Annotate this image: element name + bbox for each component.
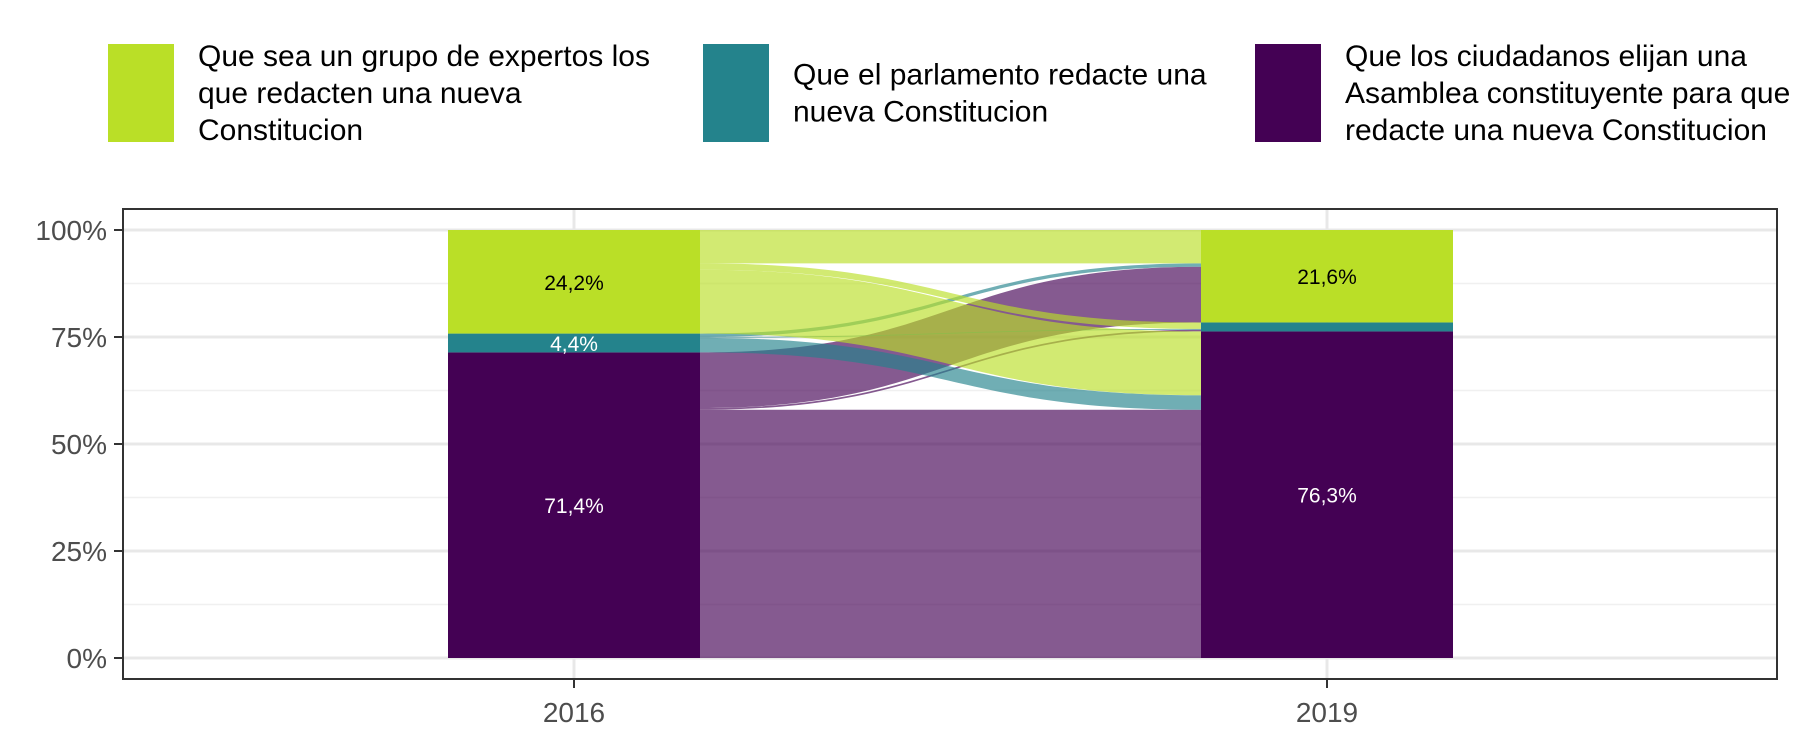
flow-expertos-to-asamblea bbox=[700, 269, 1201, 396]
legend-label-asamblea-line-3: redacte una nueva Constitucion bbox=[1345, 114, 1767, 147]
axes: 0% 25% 50% 75% 100% 2016 2019 bbox=[35, 215, 1358, 728]
legend-swatch-expertos bbox=[108, 44, 174, 142]
y-tick-label: 25% bbox=[51, 536, 107, 567]
bar-label-2016-expertos: 24,2% bbox=[544, 272, 604, 295]
flow-asamblea-to-asamblea bbox=[700, 409, 1201, 658]
bar-label-2016-parlamento: 4,4% bbox=[550, 333, 598, 356]
bar-segment-2019-asamblea bbox=[1201, 331, 1453, 658]
legend-label-expertos-line-1: Que sea un grupo de expertos los bbox=[198, 40, 650, 73]
bar-labels: 71,4% 4,4% 24,2% 76,3% 21,6% bbox=[544, 266, 1357, 518]
x-tick-label: 2016 bbox=[543, 697, 605, 728]
bar-label-2016-asamblea: 71,4% bbox=[544, 495, 604, 518]
bar-label-2019-asamblea: 76,3% bbox=[1297, 485, 1357, 508]
y-tick-label: 50% bbox=[51, 429, 107, 460]
bar-segment-2016-parlamento bbox=[448, 333, 700, 353]
flow-parlamento-to-expertos bbox=[700, 263, 1201, 337]
legend-label-asamblea-line-2: Asamblea constituyente para que bbox=[1345, 77, 1790, 110]
flow-expertos-to-expertos bbox=[700, 230, 1201, 264]
legend-label-parlamento-line-1: Que el parlamento redacte una bbox=[793, 59, 1207, 92]
bar-segment-2019-expertos bbox=[1201, 230, 1453, 323]
stacked-bars bbox=[448, 230, 1453, 658]
y-tick-label: 0% bbox=[67, 643, 107, 674]
legend-label-asamblea-line-1: Que los ciudadanos elijan una bbox=[1345, 40, 1747, 73]
bar-segment-2016-asamblea bbox=[448, 352, 700, 658]
legend: Que sea un grupo de expertos los que reda… bbox=[108, 40, 1790, 147]
flow-parlamento-to-asamblea bbox=[700, 337, 1201, 410]
bar-segment-2016-expertos bbox=[448, 230, 700, 334]
legend-label-expertos-line-2: que redacten una nueva bbox=[198, 77, 522, 110]
bar-segment-2019-parlamento bbox=[1201, 322, 1453, 332]
flow-expertos-to-parlamento bbox=[700, 263, 1201, 329]
legend-label-parlamento-line-2: nueva Constitucion bbox=[793, 96, 1048, 129]
y-tick-label: 100% bbox=[35, 215, 107, 246]
y-tick-label: 75% bbox=[51, 322, 107, 353]
bar-label-2019-expertos: 21,6% bbox=[1297, 266, 1357, 289]
x-tick-label: 2019 bbox=[1296, 697, 1358, 728]
legend-swatch-parlamento bbox=[703, 44, 769, 142]
flows bbox=[700, 230, 1201, 658]
legend-swatch-asamblea bbox=[1255, 44, 1321, 142]
legend-label-expertos-line-3: Constitucion bbox=[198, 114, 363, 147]
